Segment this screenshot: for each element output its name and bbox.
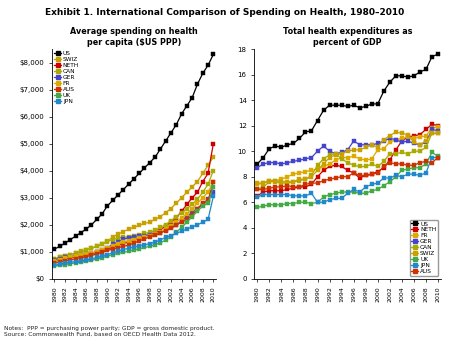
Legend: US, SWIZ, NETH, CAN, GER, FR, AUS, UK, JPN: US, SWIZ, NETH, CAN, GER, FR, AUS, UK, J… xyxy=(54,51,80,105)
Text: Notes:  PPP = purchasing power parity; GDP = gross domestic product.
Source: Com: Notes: PPP = purchasing power parity; GD… xyxy=(4,325,215,336)
Text: Exhibit 1. International Comparison of Spending on Health, 1980–2010: Exhibit 1. International Comparison of S… xyxy=(45,8,405,18)
Legend: US, NETH, FR, GER, CAN, SWIZ, UK, JPN, AUS: US, NETH, FR, GER, CAN, SWIZ, UK, JPN, A… xyxy=(410,220,438,276)
Title: Total health expenditures as
percent of GDP: Total health expenditures as percent of … xyxy=(283,27,412,47)
Title: Average spending on health
per capita ($US PPP): Average spending on health per capita ($… xyxy=(70,27,198,47)
